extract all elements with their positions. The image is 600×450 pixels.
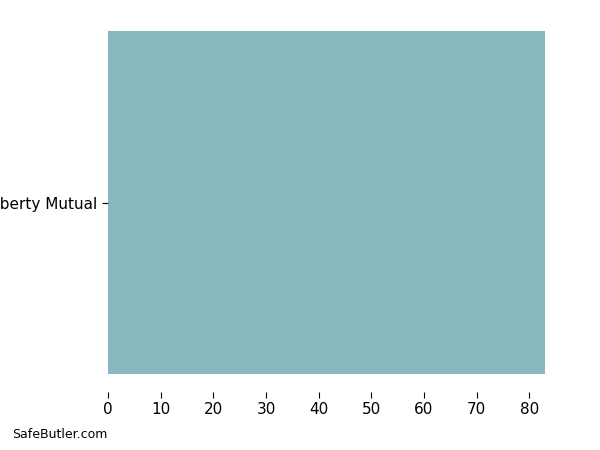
Text: SafeButler.com: SafeButler.com xyxy=(12,428,107,441)
